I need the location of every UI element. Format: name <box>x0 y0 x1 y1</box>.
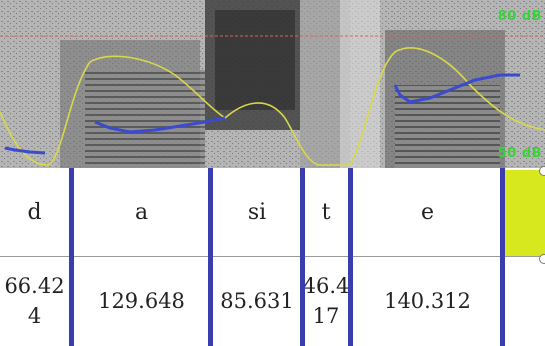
db-bottom-label: 50 dB <box>497 146 542 161</box>
intensity-curve <box>0 47 545 166</box>
segment-boundary[interactable] <box>300 168 305 346</box>
segment-boundary[interactable] <box>208 168 213 346</box>
spectrogram-image <box>0 0 545 168</box>
duration-row: 66.42 4 129.648 85.631 46.4 17 140.312 <box>0 256 545 344</box>
segment-duration-si[interactable]: 85.631 <box>220 288 294 313</box>
segment-label-si[interactable]: si <box>247 199 267 225</box>
selected-segment-highlight[interactable] <box>505 170 545 256</box>
pitch-curve-3 <box>393 73 520 104</box>
segment-duration-d[interactable]: 66.42 4 <box>0 257 69 344</box>
duration-text: 46.4 17 <box>302 273 350 328</box>
segment-handle-bottom[interactable] <box>539 254 545 264</box>
segment-label-e[interactable]: e <box>420 199 435 225</box>
pitch-curve-2 <box>94 116 226 134</box>
spectrogram-panel[interactable]: 80 dB 50 dB <box>0 0 545 168</box>
db-top-label: 80 dB <box>497 9 542 24</box>
segment-duration-empty[interactable] <box>505 257 545 344</box>
segment-boundary[interactable] <box>69 168 74 346</box>
segment-duration-e[interactable]: 140.312 <box>384 288 471 313</box>
segment-label-d[interactable]: d <box>27 199 42 225</box>
segment-boundary[interactable] <box>500 168 505 346</box>
segmentation-tier: d a si t e 66.42 4 129.648 85.631 46.4 1… <box>0 168 545 343</box>
duration-text: 66.42 4 <box>4 273 65 328</box>
segment-label-a[interactable]: a <box>134 199 149 225</box>
pitch-curve-1 <box>4 146 46 155</box>
segment-label-t[interactable]: t <box>321 199 331 225</box>
label-row: d a si t e <box>0 168 545 256</box>
segment-duration-a[interactable]: 129.648 <box>98 288 185 313</box>
curves-overlay <box>0 47 545 166</box>
segment-duration-t[interactable]: 46.4 17 <box>302 257 350 344</box>
segment-boundary[interactable] <box>348 168 353 346</box>
segment-handle-top[interactable] <box>539 166 545 176</box>
